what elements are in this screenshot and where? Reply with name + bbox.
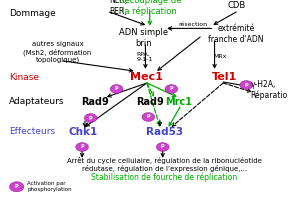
Text: P: P: [147, 114, 150, 119]
Text: P: P: [80, 144, 84, 150]
Text: Rad53: Rad53: [146, 127, 183, 137]
Text: RPA,
9-1-1: RPA, 9-1-1: [137, 52, 153, 62]
Circle shape: [110, 85, 123, 93]
Text: Dommage: Dommage: [9, 9, 55, 19]
Text: extrémité
franche d'ADN: extrémité franche d'ADN: [209, 24, 264, 44]
Text: Rad9: Rad9: [81, 97, 109, 107]
Text: Rad9: Rad9: [136, 97, 164, 107]
Text: autres signaux
(Msh2, déformation
topologique): autres signaux (Msh2, déformation topolo…: [23, 41, 92, 63]
Text: Kinase: Kinase: [9, 72, 39, 82]
Text: Tel1: Tel1: [212, 72, 237, 82]
Circle shape: [165, 85, 178, 93]
Text: Mec1: Mec1: [130, 72, 163, 82]
Text: ADN simple
brin: ADN simple brin: [120, 28, 168, 48]
Text: P: P: [115, 86, 118, 91]
Text: CDB: CDB: [227, 1, 245, 10]
Text: découplage de
la réplication: découplage de la réplication: [118, 0, 181, 16]
Text: P: P: [89, 116, 92, 120]
Text: Mrc1: Mrc1: [165, 97, 192, 107]
Circle shape: [10, 182, 24, 192]
Circle shape: [142, 113, 155, 121]
Text: P: P: [15, 184, 18, 189]
Text: résection: résection: [178, 22, 208, 27]
Circle shape: [84, 114, 97, 122]
Text: Chk1: Chk1: [69, 127, 98, 137]
Circle shape: [76, 143, 88, 151]
Text: NER,
BER,: NER, BER,: [109, 0, 128, 16]
Text: rédutase, régulation de l’expression génique,...: rédutase, régulation de l’expression gén…: [82, 166, 247, 172]
Text: Activation par
phosphorylation: Activation par phosphorylation: [27, 181, 72, 192]
Text: P: P: [245, 83, 248, 88]
Text: Arrêt du cycle cellulaire, régulation de la ribonucléotide: Arrêt du cycle cellulaire, régulation de…: [67, 158, 262, 164]
Text: MRx: MRx: [213, 54, 226, 60]
Circle shape: [156, 143, 169, 151]
Text: Adaptateurs: Adaptateurs: [9, 98, 64, 106]
Text: P: P: [170, 86, 173, 91]
Text: P: P: [161, 144, 164, 150]
Text: γ-H2A,
Réparation: γ-H2A, Réparation: [251, 80, 288, 100]
Circle shape: [240, 81, 253, 89]
Text: Effecteurs: Effecteurs: [9, 128, 55, 136]
Text: Stabilisation de fourche de réplication: Stabilisation de fourche de réplication: [91, 172, 237, 182]
